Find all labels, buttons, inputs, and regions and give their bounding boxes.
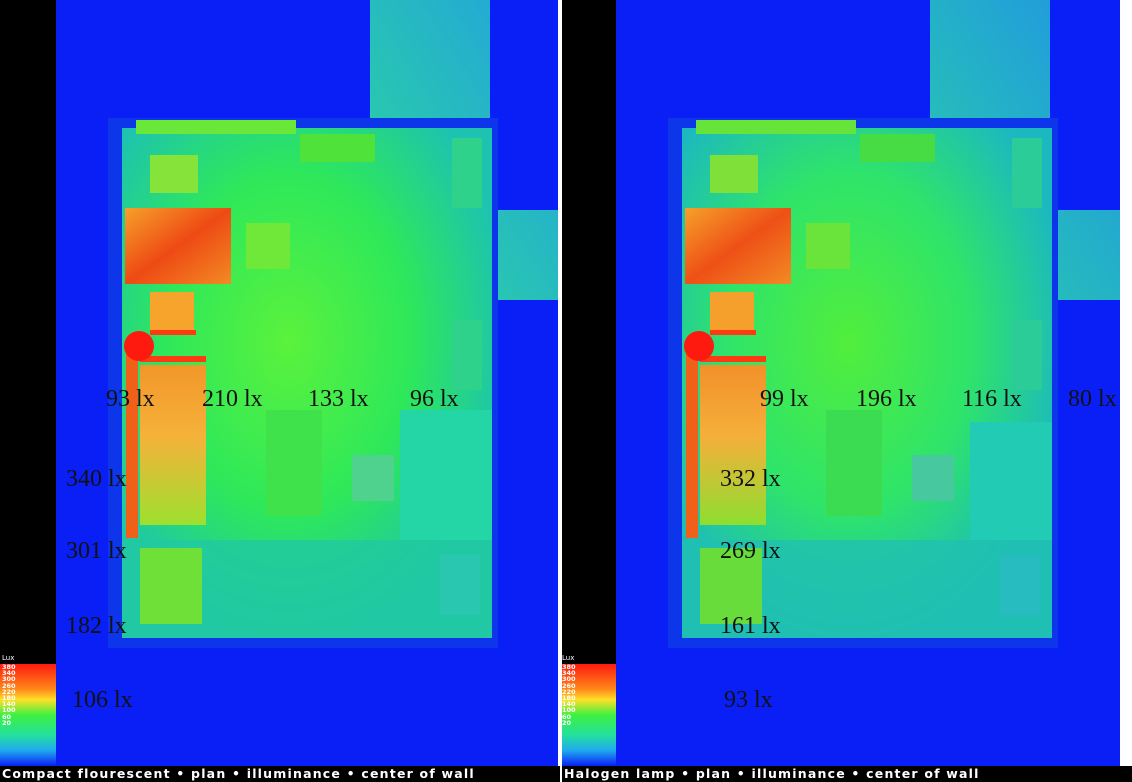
small-box-top xyxy=(710,155,758,193)
right-cabinet-bottom xyxy=(440,555,480,615)
top-shelf xyxy=(696,120,856,134)
fixture-box xyxy=(912,455,954,501)
lux-label-7: 182 lx xyxy=(66,613,127,639)
small-orange-box xyxy=(150,292,194,330)
lower-left-box xyxy=(700,548,762,624)
lux-label-8: 93 lx xyxy=(724,688,773,708)
left-black-strip xyxy=(560,0,616,766)
bright-table xyxy=(685,208,791,284)
small-box-top xyxy=(150,155,198,193)
legend-title: Lux xyxy=(562,654,575,662)
wall-strip xyxy=(126,338,138,538)
panel-divider xyxy=(558,0,562,782)
legend-colorbar xyxy=(560,664,616,766)
legend-title: Lux xyxy=(2,654,15,662)
wall-strip xyxy=(686,338,698,538)
illuminance-plan-left xyxy=(0,0,560,766)
caption-compact-fluorescent: Compact flourescent • plan • illuminance… xyxy=(0,766,560,782)
red-wall-line-2 xyxy=(140,356,206,362)
lower-left-box xyxy=(140,548,202,624)
right-cabinet-top xyxy=(452,138,482,208)
compact-fluorescent-panel: 93 lx 210 lx 133 lx 96 lx 340 lx 301 lx … xyxy=(0,0,560,766)
lux-label-7: 161 lx xyxy=(720,613,781,639)
legend-ticks: 380 340 300 260 220 180 140 100 60 20 xyxy=(2,663,16,727)
red-wall-line xyxy=(710,330,756,335)
lux-legend-right: Lux 380 340 300 260 220 180 140 100 60 2… xyxy=(560,654,616,766)
lux-label-4: 80 lx xyxy=(1068,386,1117,412)
legend-ticks: 380 340 300 260 220 180 140 100 60 20 xyxy=(562,663,576,727)
lux-label-1: 93 lx xyxy=(106,386,155,412)
lux-label-2: 210 lx xyxy=(202,386,263,412)
left-black-strip xyxy=(0,0,56,766)
right-room xyxy=(970,422,1052,540)
illuminance-plan-right xyxy=(560,0,1120,766)
lux-label-3: 116 lx xyxy=(962,386,1022,412)
right-cabinet-top xyxy=(1012,138,1042,208)
lux-label-4: 96 lx xyxy=(410,386,459,412)
top-shelf-right xyxy=(860,134,935,162)
top-shelf xyxy=(136,120,296,134)
right-room xyxy=(400,410,492,540)
green-box xyxy=(246,223,290,269)
lux-label-5: 332 lx xyxy=(720,466,781,492)
lamp-position-marker xyxy=(684,331,714,361)
top-shelf-right xyxy=(300,134,375,162)
green-box xyxy=(806,223,850,269)
lux-label-6: 301 lx xyxy=(66,538,127,564)
lux-label-8: 106 lx xyxy=(72,688,133,708)
lux-label-1: 99 lx xyxy=(760,386,809,412)
small-orange-box xyxy=(710,292,754,330)
fixture-box xyxy=(352,455,394,501)
tall-cabinet xyxy=(700,365,766,525)
lux-label-6: 269 lx xyxy=(720,538,781,564)
right-cabinet-bottom xyxy=(1000,555,1040,615)
bright-table xyxy=(125,208,231,284)
red-wall-line-2 xyxy=(700,356,766,362)
lux-label-5: 340 lx xyxy=(66,466,127,492)
red-wall-line xyxy=(150,330,196,335)
halogen-lamp-panel: 99 lx 196 lx 116 lx 80 lx 332 lx 269 lx … xyxy=(560,0,1120,766)
lux-label-2: 196 lx xyxy=(856,386,917,412)
tall-cabinet xyxy=(140,365,206,525)
right-cabinet-mid xyxy=(1012,320,1042,390)
right-cabinet-mid xyxy=(452,320,482,390)
lux-label-3: 133 lx xyxy=(308,386,369,412)
lamp-position-marker xyxy=(124,331,154,361)
legend-colorbar xyxy=(0,664,56,766)
center-table xyxy=(826,410,882,516)
lux-legend-left: Lux 380 340 300 260 220 180 140 100 60 2… xyxy=(0,654,56,766)
caption-halogen-lamp: Halogen lamp • plan • illuminance • cent… xyxy=(562,766,1132,782)
center-table xyxy=(266,410,322,516)
